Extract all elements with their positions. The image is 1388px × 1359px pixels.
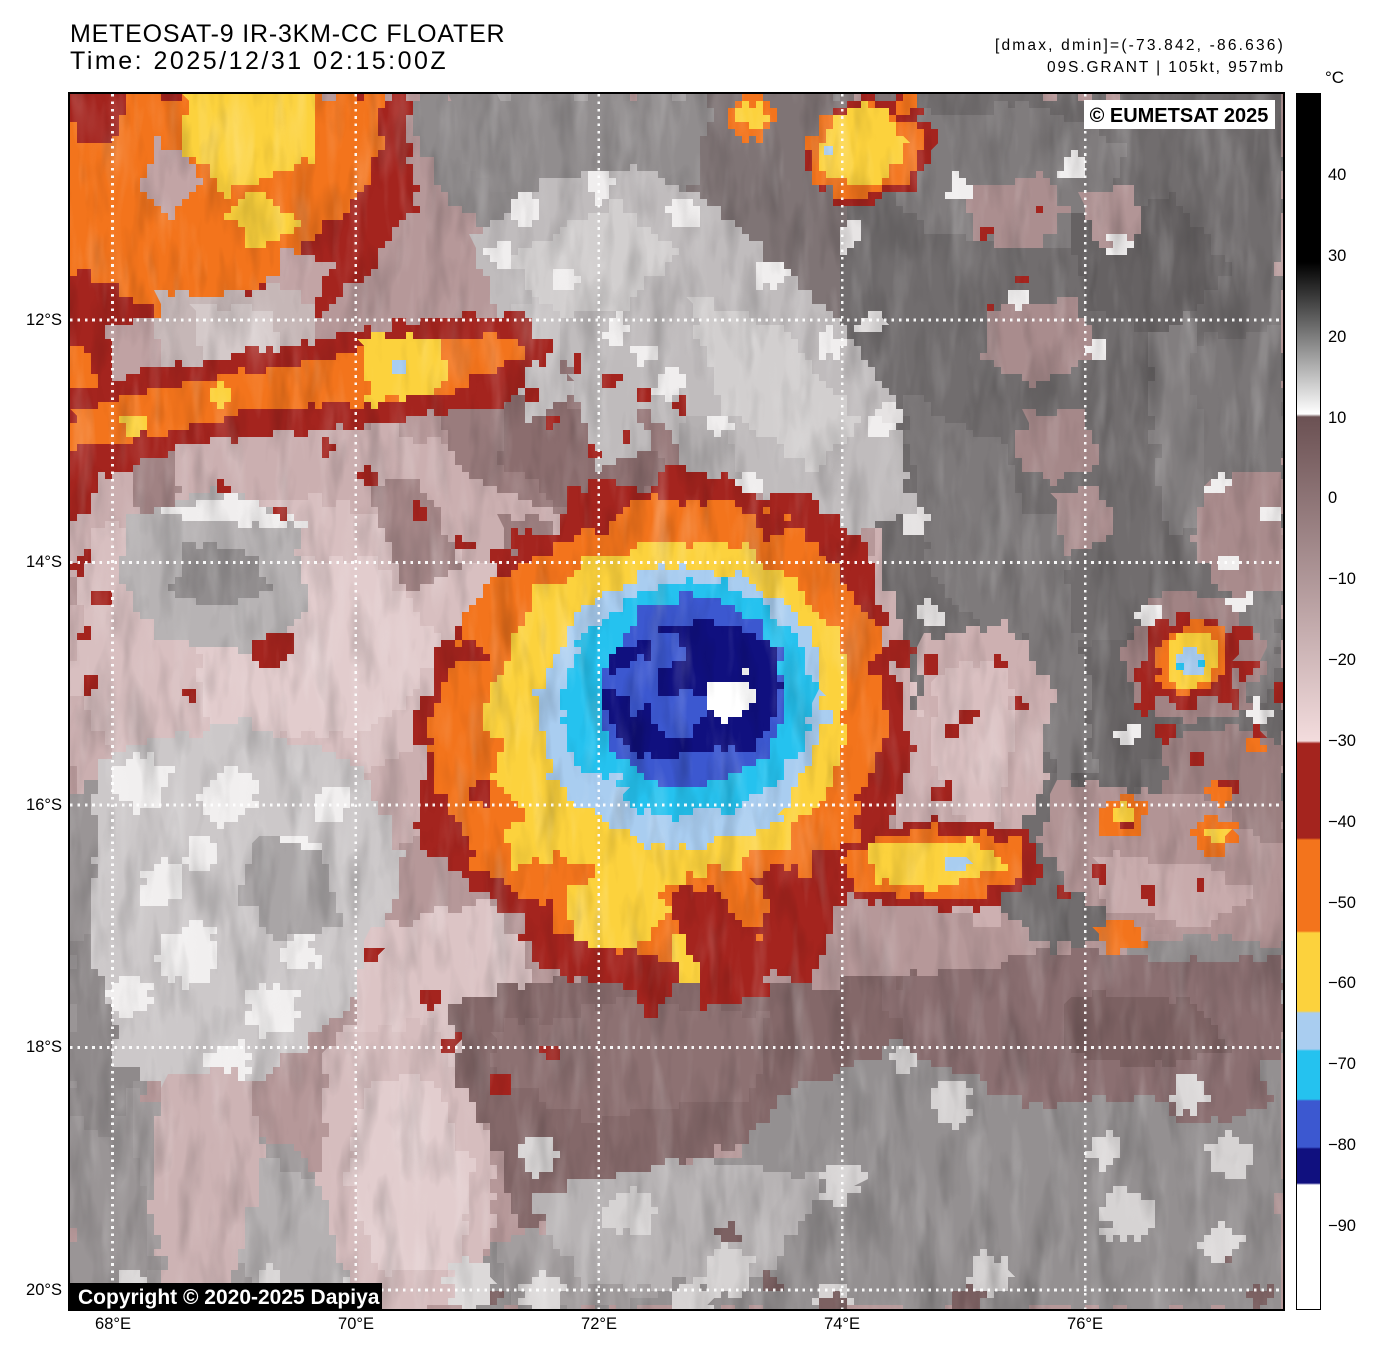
svg-text:© EUMETSAT 2025: © EUMETSAT 2025 (1090, 105, 1269, 127)
svg-text:Copyright © 2020-2025 Dapiya: Copyright © 2020-2025 Dapiya (78, 1286, 380, 1309)
